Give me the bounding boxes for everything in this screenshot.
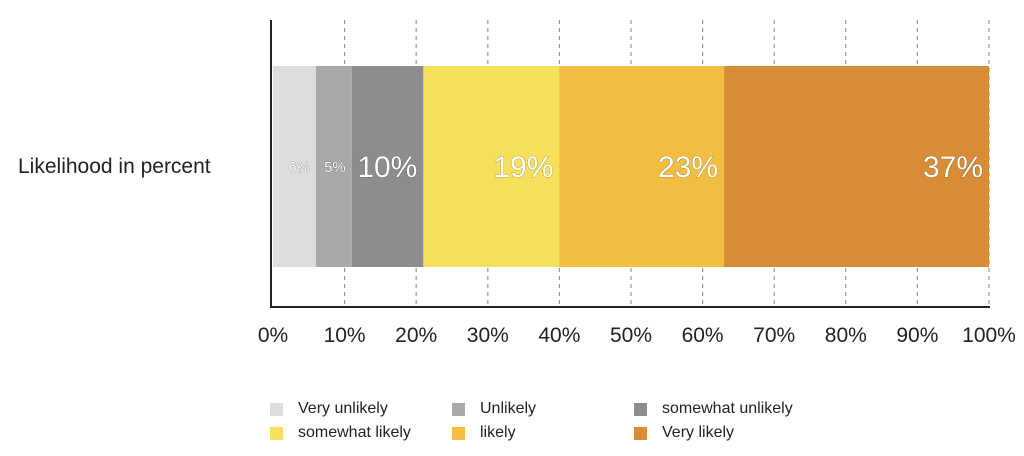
x-tick-label: 60% (682, 324, 724, 347)
bar-segment (423, 66, 560, 267)
data-label: 10% (357, 151, 417, 184)
x-tick-label: 30% (467, 324, 509, 347)
x-tick-label: 0% (258, 324, 288, 347)
legend-label: Very likely (662, 424, 735, 441)
legend-swatch (634, 426, 647, 440)
bar-segment (351, 66, 424, 267)
legend-label: Very unlikely (298, 400, 388, 417)
x-tick-label: 70% (753, 324, 795, 347)
legend-item-very-likely: Very likely (634, 422, 854, 444)
x-tick-label: 50% (610, 324, 652, 347)
legend-label: somewhat likely (298, 424, 411, 441)
data-labels: 6% 5% 10% 19% 23% 37% (288, 151, 984, 185)
bar-segment (315, 66, 352, 267)
data-label: 37% (923, 151, 983, 184)
x-tick-label: 90% (896, 324, 938, 347)
legend-item-somewhat-unlikely: somewhat unlikely (634, 398, 854, 420)
legend-label: Unlikely (480, 400, 537, 417)
bar-segment (724, 66, 989, 267)
x-tick-label: 80% (825, 324, 867, 347)
bar-segments (273, 66, 989, 267)
legend-item-very-unlikely: Very unlikely (270, 398, 452, 420)
data-label: 19% (493, 151, 553, 184)
legend-swatch (270, 426, 283, 440)
data-label: 23% (658, 151, 718, 184)
x-tick-label: 10% (324, 324, 366, 347)
category-label: Likelihood in percent (18, 155, 211, 178)
x-tick-label: 100% (962, 324, 1016, 347)
data-label: 5% (324, 159, 346, 176)
bar-segment (273, 66, 316, 267)
x-tick-label: 20% (395, 324, 437, 347)
legend-item-likely: likely (452, 422, 634, 444)
x-tick-label: 40% (538, 324, 580, 347)
legend: Very unlikely Unlikely somewhat unlikely… (270, 398, 870, 444)
legend-item-unlikely: Unlikely (452, 398, 634, 420)
legend-label: likely (480, 424, 516, 441)
legend-swatch (634, 402, 647, 416)
x-tick-labels: 0% 10% 20% 30% 40% 50% 60% 70% 80% 90% 100% (258, 324, 1016, 347)
legend-item-somewhat-likely: somewhat likely (270, 422, 452, 444)
legend-swatch (452, 426, 465, 440)
legend-label: somewhat unlikely (662, 400, 793, 417)
data-label: 6% (288, 159, 310, 176)
legend-swatch (452, 402, 465, 416)
bar-segment (559, 66, 725, 267)
legend-swatch (270, 402, 283, 416)
